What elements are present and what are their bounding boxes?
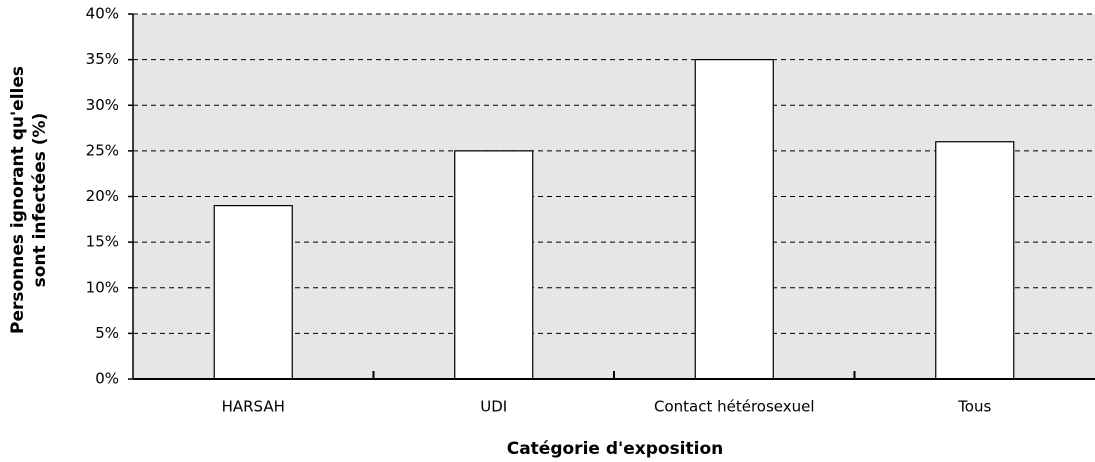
y-tick-label: 25% bbox=[86, 141, 119, 159]
y-tick-label: 5% bbox=[95, 324, 119, 342]
x-tick-label: Contact hétérosexuel bbox=[654, 398, 815, 416]
x-axis-label: Catégorie d'exposition bbox=[507, 439, 724, 459]
x-tick-label: HARSAH bbox=[222, 398, 285, 416]
bar bbox=[213, 205, 293, 380]
x-tick-label: UDI bbox=[480, 398, 507, 416]
x-tick-label: Tous bbox=[957, 398, 991, 416]
y-tick-label: 30% bbox=[86, 96, 119, 114]
y-tick-label: 0% bbox=[95, 370, 119, 388]
y-tick-label: 35% bbox=[86, 50, 119, 68]
y-tick-label: 20% bbox=[86, 187, 119, 205]
y-axis-label: Personnes ignorant qu'elles sont infecté… bbox=[8, 66, 50, 334]
bar bbox=[935, 141, 1015, 380]
y-axis-label-line: sont infectées (%) bbox=[30, 113, 50, 288]
bar bbox=[694, 59, 774, 380]
y-tick-label: 10% bbox=[86, 278, 119, 296]
y-tick-label: 40% bbox=[86, 5, 119, 23]
y-axis-label-line: Personnes ignorant qu'elles bbox=[8, 66, 28, 334]
y-tick-label: 15% bbox=[86, 233, 119, 251]
bar bbox=[454, 150, 534, 380]
